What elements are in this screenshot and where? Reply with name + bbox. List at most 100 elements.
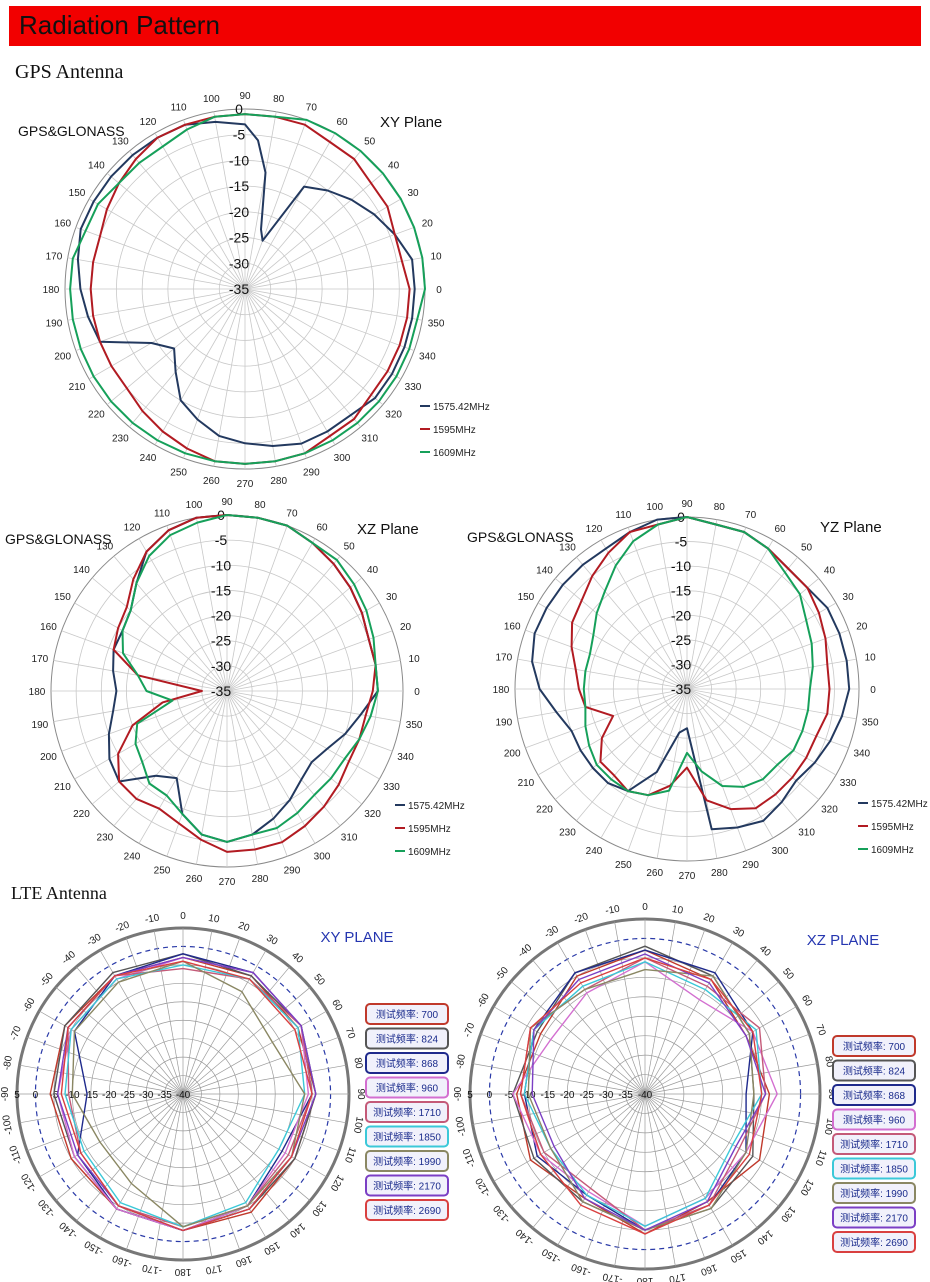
grid-spoke — [244, 288, 402, 380]
grid-spoke — [182, 1093, 241, 1251]
radial-tick-label: -40 — [638, 1090, 653, 1101]
grid-spoke — [686, 556, 798, 690]
angle-tick-label: 20 — [702, 912, 717, 926]
grid-spoke — [686, 688, 837, 776]
grid-spoke — [510, 1093, 646, 1207]
grid-spoke — [213, 111, 246, 290]
angle-tick-label: 70 — [343, 1026, 357, 1041]
grid-spoke — [614, 921, 646, 1095]
angle-tick-label: 60 — [329, 998, 344, 1014]
angle-tick-label: 90 — [826, 1088, 837, 1100]
angle-tick-label: 20 — [400, 622, 412, 633]
angle-tick-label: 10 — [409, 654, 421, 665]
legend-box — [365, 1076, 449, 1099]
angle-tick-label: 0 — [436, 285, 442, 296]
angle-tick-label: 280 — [270, 476, 287, 487]
angle-tick-label: 200 — [40, 752, 57, 763]
angle-tick-label: 210 — [518, 778, 535, 789]
legend-label: 测试频率: 868 — [376, 1057, 439, 1070]
series-line — [582, 516, 814, 797]
legend-label: 1609MHz — [871, 845, 914, 856]
grid-spoke — [67, 288, 246, 321]
radial-tick-label: -30 — [671, 656, 691, 672]
grid-spoke — [61, 630, 228, 692]
grid-spoke — [244, 119, 307, 290]
grid-spoke — [537, 602, 688, 690]
grid-spoke — [125, 937, 184, 1095]
grid-spoke — [686, 688, 774, 839]
angle-tick-label: 330 — [405, 382, 422, 393]
legend-box — [365, 1003, 449, 1025]
grid-spoke — [644, 1093, 706, 1259]
legend-label: 1575.42MHz — [433, 402, 490, 413]
grid-spoke — [644, 1093, 797, 1182]
grid-spoke — [686, 527, 747, 690]
legend-box — [832, 1059, 916, 1082]
grid-spoke — [472, 1093, 646, 1125]
angle-tick-label: 0 — [414, 687, 420, 698]
angle-tick-label: 0 — [870, 685, 876, 696]
angle-tick-label: 270 — [219, 877, 236, 888]
lte-section-title: LTE Antenna — [11, 883, 107, 903]
grid-spoke — [226, 517, 258, 692]
angle-tick-label: 50 — [311, 972, 327, 988]
legend-label: 1595MHz — [433, 425, 476, 436]
grid-spoke — [26, 1036, 184, 1095]
angle-tick-label: -170 — [601, 1270, 623, 1282]
grid-spoke — [493, 1093, 646, 1182]
angle-tick-label: 0 — [642, 902, 648, 913]
angle-tick-label: 10 — [671, 904, 684, 917]
angle-tick-label: 300 — [772, 846, 789, 857]
angle-tick-label: -40 — [516, 942, 534, 960]
angle-tick-label: 150 — [518, 592, 535, 603]
angle-tick-label: 40 — [367, 565, 379, 576]
grid-spoke — [226, 690, 393, 752]
grid-spoke — [182, 1093, 267, 1238]
grid-spoke — [554, 578, 688, 690]
angle-tick-label: 340 — [853, 749, 870, 760]
grid-spoke — [154, 288, 246, 446]
grid-spoke — [182, 987, 311, 1095]
grid-spoke — [686, 688, 849, 749]
radial-tick-label: 0 — [487, 1090, 493, 1101]
angle-tick-label: 40 — [824, 565, 836, 576]
grid-spoke — [644, 929, 706, 1095]
grid-spoke — [584, 1093, 646, 1259]
radial-tick-label: -30 — [229, 255, 249, 271]
grid-spoke — [554, 688, 688, 800]
page-title: Radiation Pattern — [19, 10, 220, 40]
grid-spoke — [244, 150, 362, 290]
angle-tick-label: 140 — [88, 160, 105, 171]
grid-spoke — [644, 942, 733, 1095]
series-line — [531, 953, 767, 1231]
radial-tick-label: -10 — [211, 557, 231, 573]
radial-tick-label: -15 — [229, 178, 249, 194]
grid-spoke — [480, 1033, 646, 1095]
radial-tick-label: -40 — [176, 1090, 191, 1101]
legend-label: 测试频率: 1990 — [840, 1187, 908, 1200]
legend-label: 测试频率: 960 — [376, 1082, 439, 1095]
legend-label: 1595MHz — [408, 824, 451, 835]
radial-tick-label: -25 — [229, 230, 249, 246]
grid-spoke — [226, 660, 401, 692]
angle-tick-label: 290 — [742, 860, 759, 871]
chart-title: XZ PLANE — [807, 932, 880, 949]
grid-spoke — [226, 630, 393, 692]
page-header: Radiation Pattern — [9, 6, 921, 46]
angle-tick-label: 20 — [422, 219, 434, 230]
legend-label: 1575.42MHz — [408, 801, 465, 812]
legend-box — [832, 1084, 916, 1106]
grid-spoke — [686, 578, 820, 690]
angle-tick-label: 170 — [668, 1271, 687, 1282]
angle-tick-label: 310 — [341, 833, 358, 844]
angle-tick-label: 120 — [328, 1173, 346, 1193]
angle-tick-label: 40 — [289, 950, 305, 966]
series-line — [112, 514, 377, 853]
radial-tick-label: -15 — [541, 1090, 556, 1101]
chart-title: XY PLANE — [320, 929, 393, 946]
angle-tick-label: 270 — [679, 871, 696, 882]
chart-title: XZ Plane — [357, 521, 419, 538]
angle-tick-label: -90 — [0, 1086, 11, 1101]
angle-tick-label: 280 — [252, 874, 269, 885]
angle-tick-label: 80 — [822, 1055, 835, 1068]
